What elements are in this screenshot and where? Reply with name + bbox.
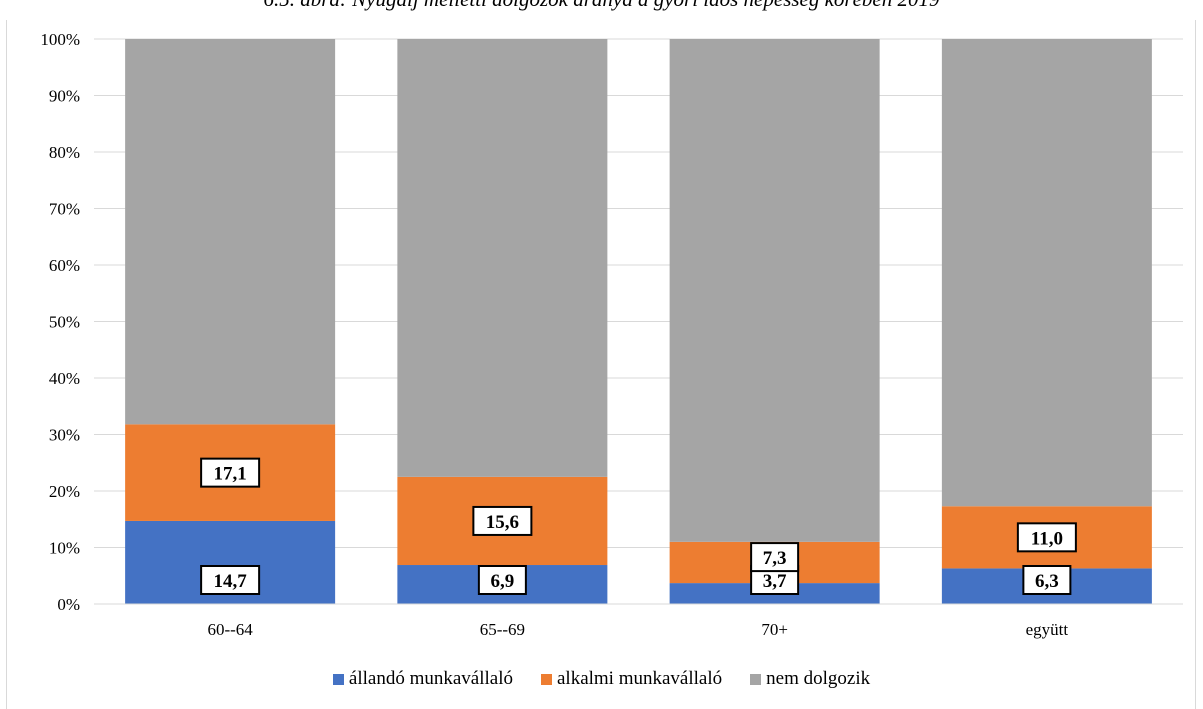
legend-item: alkalmi munkavállaló <box>540 668 723 690</box>
data-label-box <box>200 565 261 595</box>
data-label-box <box>1016 522 1077 553</box>
y-tick-label: 80% <box>49 143 80 162</box>
legend-swatch <box>750 673 762 685</box>
data-label-box <box>477 565 527 595</box>
y-tick-label: 100% <box>40 30 80 49</box>
x-tick-label: 65--69 <box>480 620 525 639</box>
data-label: 3,7 <box>763 571 787 592</box>
y-tick-label: 70% <box>49 200 80 219</box>
data-label: 17,1 <box>214 464 247 485</box>
y-tick-label: 50% <box>49 313 80 332</box>
data-label-box <box>200 457 261 488</box>
bar-segment <box>397 39 608 477</box>
legend-label: nem dolgozik <box>766 668 871 689</box>
y-tick-label: 0% <box>57 595 80 614</box>
y-tick-label: 20% <box>49 482 80 501</box>
y-tick-label: 40% <box>49 369 80 388</box>
data-label-box <box>472 505 533 536</box>
data-label-box <box>1022 565 1072 595</box>
y-tick-label: 90% <box>49 87 80 106</box>
y-tick-label: 60% <box>49 256 80 275</box>
chart-title: 6.5. ábra: Nyugdíj melletti dolgozók ará… <box>0 0 1203 12</box>
legend-swatch <box>332 673 344 685</box>
data-label-box <box>750 542 800 573</box>
data-label: 6,9 <box>491 571 515 592</box>
legend-label: alkalmi munkavállaló <box>556 668 723 689</box>
bar-segment <box>669 39 880 542</box>
bar-segment <box>941 39 1152 507</box>
chart-frame <box>6 20 1196 709</box>
data-label: 14,7 <box>214 571 248 592</box>
data-label: 7,3 <box>763 548 787 569</box>
legend-swatch <box>540 673 552 685</box>
data-label: 15,6 <box>486 512 519 533</box>
legend-label: állandó munkavállaló <box>348 668 513 689</box>
x-tick-label: 60--64 <box>207 620 253 639</box>
x-tick-label: együtt <box>1026 620 1069 639</box>
bar-segment <box>125 39 336 425</box>
x-tick-label: 70+ <box>761 620 788 639</box>
legend-item: nem dolgozik <box>750 668 870 690</box>
legend-item: állandó munkavállaló <box>332 668 513 690</box>
chart-legend: állandó munkavállaló alkalmi munkavállaló… <box>0 668 1203 690</box>
y-tick-label: 30% <box>49 426 80 445</box>
data-label: 11,0 <box>1031 528 1063 549</box>
y-tick-label: 10% <box>49 539 80 558</box>
data-label: 6,3 <box>1035 571 1059 592</box>
